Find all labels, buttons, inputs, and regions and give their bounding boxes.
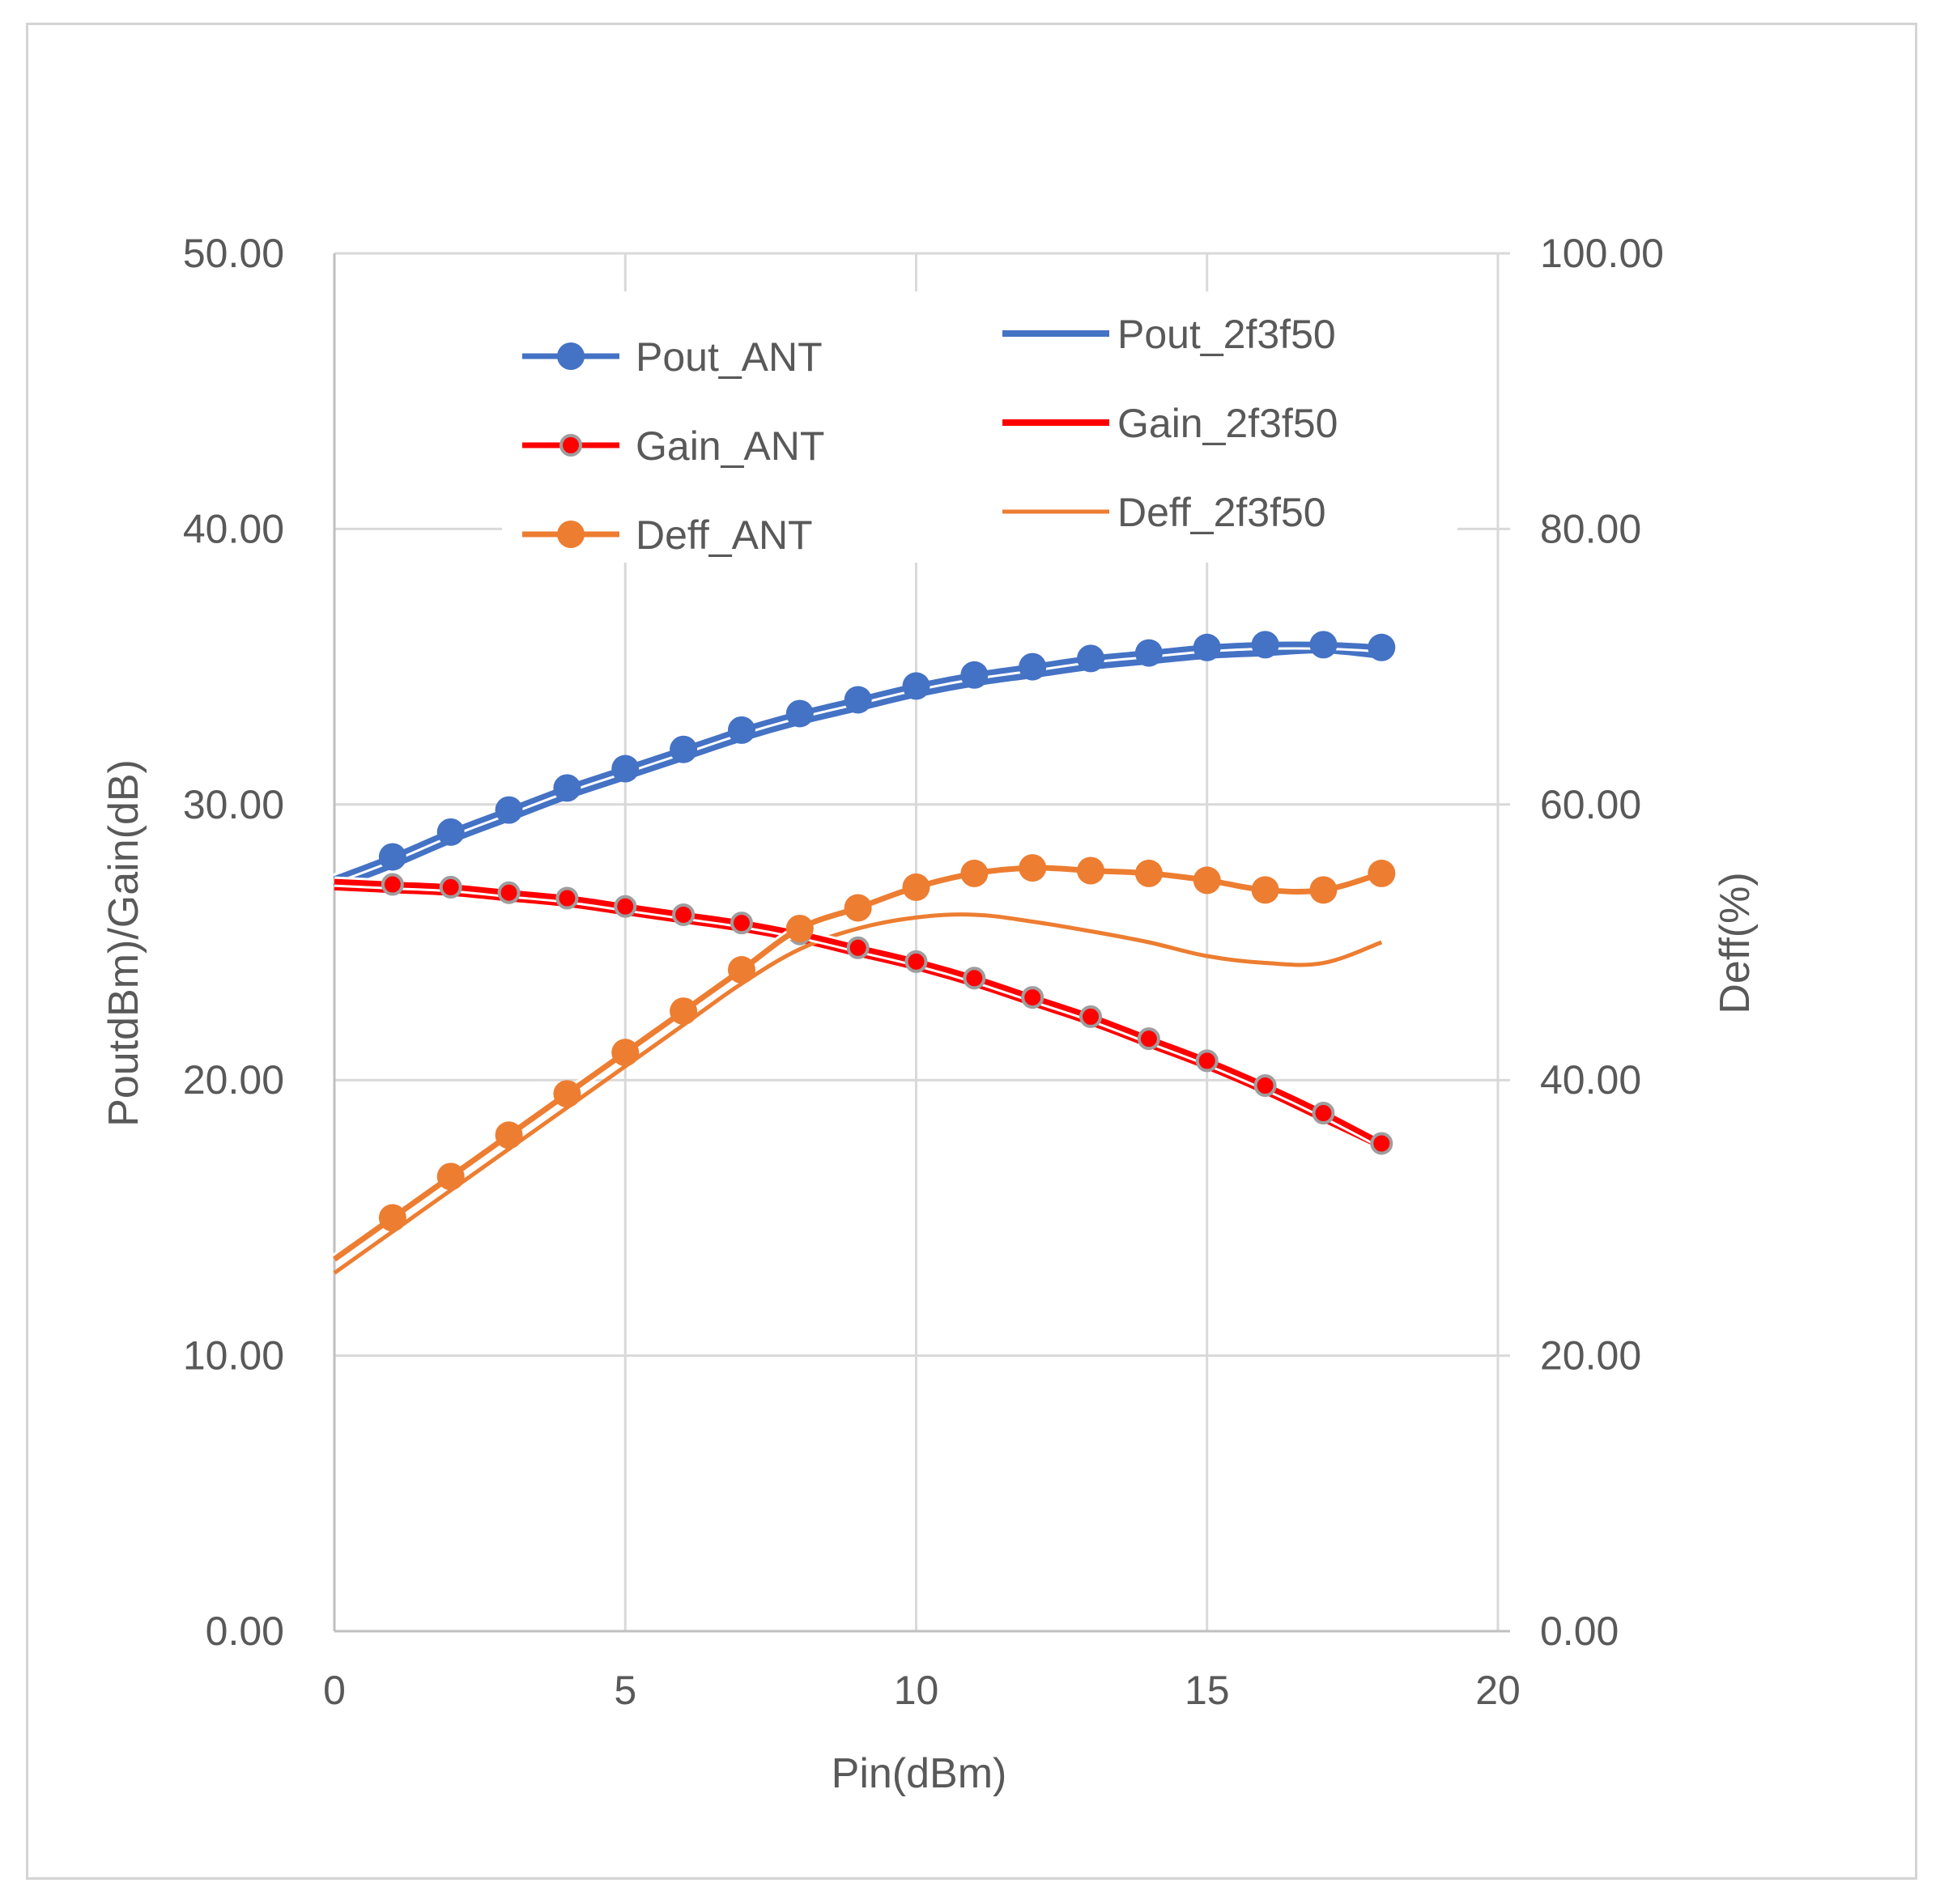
data-point	[785, 914, 814, 942]
data-point	[846, 936, 870, 959]
data-point	[1021, 986, 1044, 1009]
y2-tick-label: 40.00	[1540, 1057, 1641, 1103]
data-point	[960, 859, 989, 887]
data-point	[497, 881, 521, 904]
y-tick-label: 30.00	[183, 782, 284, 827]
legend-label: Deff_ANT	[636, 512, 813, 558]
data-point	[1134, 639, 1163, 667]
data-point	[844, 894, 872, 922]
legend-marker	[557, 521, 585, 548]
y2-tick-label: 20.00	[1540, 1333, 1641, 1379]
y-tick-label: 40.00	[183, 506, 284, 551]
y2-tick-label: 0.00	[1540, 1609, 1619, 1654]
data-point	[553, 774, 581, 802]
x-tick-label: 0	[323, 1668, 346, 1713]
data-point	[1368, 633, 1396, 661]
data-point	[436, 1162, 465, 1191]
series-halo	[332, 639, 1382, 884]
data-point	[844, 686, 872, 714]
series-group	[331, 631, 1396, 1275]
tick-labels: 0.00 10.00 20.00 30.00 40.00 50.00 0.00 20.00 40…	[183, 231, 1664, 1713]
x-tick-label: 15	[1185, 1668, 1230, 1713]
data-point	[381, 873, 404, 896]
data-point	[1309, 876, 1338, 904]
legend-label: Deff_2f3f50	[1117, 490, 1326, 535]
data-point	[436, 818, 465, 846]
data-point	[670, 735, 698, 763]
data-point	[378, 1204, 406, 1232]
data-point	[553, 1080, 581, 1108]
data-point	[378, 843, 406, 871]
data-point	[1134, 859, 1163, 887]
series-pout-2f3f50	[333, 647, 1382, 890]
legend-label: Pout_2f3f50	[1117, 312, 1336, 357]
data-point	[611, 1039, 640, 1067]
y2-tick-label: 100.00	[1540, 231, 1664, 276]
legend-marker	[557, 342, 585, 370]
data-point	[963, 967, 986, 990]
series-deff-2f3f50	[333, 912, 1383, 1275]
y-tick-label: 0.00	[206, 1609, 284, 1654]
data-point	[495, 796, 523, 824]
data-point	[1312, 1102, 1335, 1125]
data-point	[1309, 631, 1338, 659]
legend: Pout_ANT Gain_ANT Deff_ANT Pout_2f3f50 Gain_…	[522, 312, 1338, 558]
data-point	[1195, 1049, 1219, 1073]
data-point	[439, 875, 462, 899]
data-point	[1193, 633, 1221, 661]
data-point	[670, 997, 698, 1026]
data-point	[672, 903, 696, 926]
data-point	[902, 672, 930, 700]
legend-label: Gain_ANT	[636, 423, 824, 469]
series-line	[333, 912, 1383, 1275]
data-point	[1077, 856, 1105, 885]
data-point	[611, 754, 640, 783]
y-axis-title: PoutdBm)/Gain(dB)	[100, 759, 147, 1127]
data-point	[495, 1121, 523, 1150]
data-point	[1251, 876, 1279, 904]
data-point	[730, 912, 753, 935]
data-point	[1251, 631, 1279, 659]
data-point	[902, 873, 930, 901]
x-axis-title: Pin(dBm)	[832, 1750, 1007, 1797]
y-tick-label: 10.00	[183, 1333, 284, 1379]
data-point	[1079, 1005, 1103, 1028]
y2-axis-title: Deff(%)	[1712, 872, 1759, 1014]
series-line	[334, 883, 1384, 1150]
y-tick-label: 50.00	[183, 231, 284, 276]
data-point	[904, 950, 928, 973]
data-point	[1137, 1027, 1160, 1051]
data-point	[1253, 1074, 1277, 1098]
data-point	[1193, 866, 1221, 895]
series-line	[333, 641, 1382, 882]
data-point	[727, 716, 755, 744]
series-gain-2f3f50	[334, 883, 1384, 1150]
legend-label: Pout_ANT	[636, 334, 823, 380]
x-tick-label: 10	[894, 1668, 939, 1713]
series-pout-ant	[332, 631, 1396, 884]
x-tick-label: 5	[614, 1668, 636, 1713]
data-point	[555, 886, 579, 910]
y2-tick-label: 60.00	[1540, 782, 1641, 827]
data-point	[785, 699, 814, 728]
data-point	[1019, 854, 1047, 882]
legend-background	[502, 291, 1457, 563]
data-point	[1370, 1132, 1393, 1155]
x-tick-label: 20	[1475, 1668, 1521, 1713]
data-point	[1019, 652, 1047, 681]
data-point	[960, 661, 989, 689]
data-point	[727, 956, 755, 984]
legend-marker	[559, 434, 582, 457]
axes	[333, 253, 1510, 1633]
series-line	[333, 647, 1382, 890]
y-tick-label: 20.00	[183, 1057, 284, 1103]
data-point	[1077, 644, 1105, 673]
series-deff-ant	[331, 854, 1396, 1264]
series-gain-ant	[334, 873, 1393, 1155]
y2-tick-label: 80.00	[1540, 506, 1641, 551]
legend-label: Gain_2f3f50	[1117, 401, 1338, 446]
data-point	[614, 895, 637, 918]
data-point	[1368, 859, 1396, 887]
